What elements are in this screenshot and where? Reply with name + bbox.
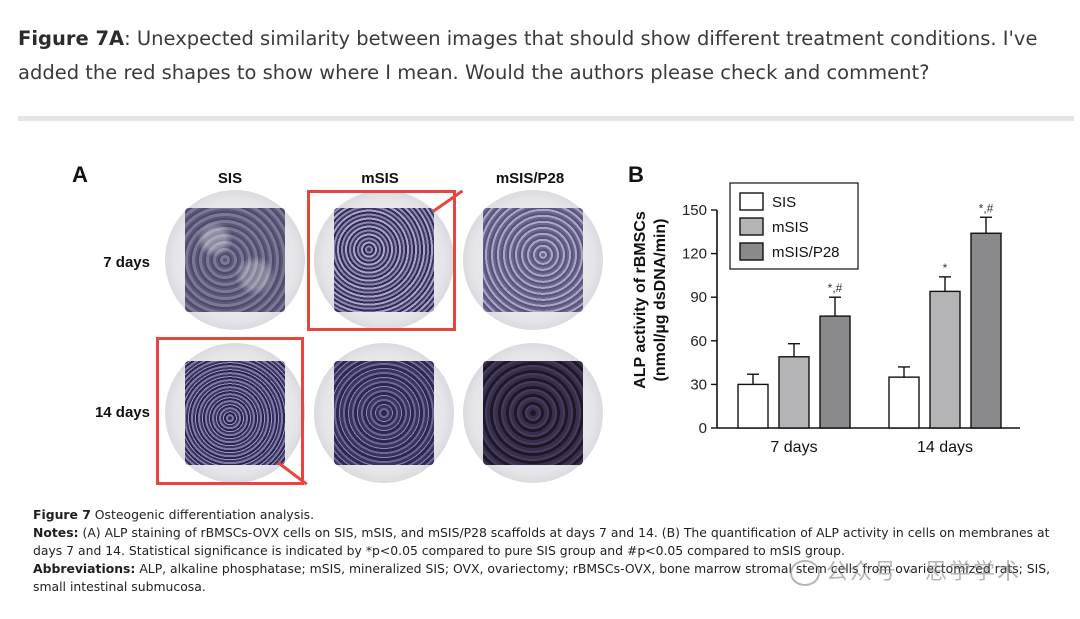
- caption-notes: Notes: (A) ALP staining of rBMSCs-OVX ce…: [33, 524, 1068, 560]
- caption-abbr-text: ALP, alkaline phosphatase; mSIS, mineral…: [33, 561, 1051, 594]
- dish-sis-7d: [165, 190, 305, 330]
- legend-label-0: SIS: [772, 194, 796, 211]
- watermark-text: 公众号 · 思学学术: [826, 560, 1021, 585]
- bar-0-0: [737, 383, 769, 429]
- x-tick-label: 7 days: [770, 439, 817, 456]
- x-tick-label: 14 days: [917, 439, 973, 456]
- y-tick-label: 30: [690, 376, 707, 393]
- col-label-msis-p28: mSIS/P28: [495, 170, 565, 187]
- scaffold-image: [334, 208, 434, 312]
- caption-fig-label: Figure 7: [33, 507, 91, 522]
- dish-msis-p28-14d: [463, 343, 603, 483]
- y-tick-label: 0: [699, 420, 707, 437]
- comment-label: Figure 7A: [18, 27, 125, 50]
- legend-label-1: mSIS: [772, 219, 809, 236]
- figure-caption: Figure 7 Osteogenic differentiation anal…: [33, 506, 1068, 596]
- panel-a-letter: A: [72, 162, 88, 187]
- col-label-sis: SIS: [217, 170, 243, 187]
- watermark: 公众号 · 思学学术: [790, 554, 1021, 586]
- dish-msis-p28-7d: [463, 190, 603, 330]
- caption-abbreviations: Abbreviations: ALP, alkaline phosphatase…: [33, 560, 1068, 596]
- col-label-msis: mSIS: [361, 170, 399, 187]
- red-highlight-box-bottom: [156, 337, 304, 485]
- wechat-icon: [790, 560, 820, 586]
- significance-label: *: [943, 261, 948, 275]
- dish-msis-7d: [314, 190, 454, 330]
- scaffold-image: [185, 208, 285, 312]
- alp-bar-chart: ALP activity of rBMSCs (nmol/µg dsDNA/mi…: [632, 182, 1020, 456]
- caption-abbr-label: Abbreviations:: [33, 561, 136, 576]
- y-axis-label-line1: ALP activity of rBMSCs: [632, 211, 649, 389]
- legend-swatch-2: [739, 242, 764, 261]
- y-tick-label: 120: [682, 246, 707, 263]
- bar-2-0: [819, 315, 851, 429]
- divider: [18, 116, 1074, 121]
- scaffold-image: [483, 361, 583, 465]
- bar-2-1: [970, 232, 1002, 429]
- row-label-14-days: 14 days: [94, 404, 150, 421]
- bar-0-1: [888, 376, 920, 429]
- panel-b-letter: B: [628, 162, 644, 187]
- scaffold-image: [185, 361, 285, 465]
- bar-1-1: [929, 290, 961, 429]
- scaffold-image: [483, 208, 583, 312]
- y-tick-label: 60: [690, 333, 707, 350]
- caption-fig-title: Osteogenic differentiation analysis.: [90, 507, 315, 522]
- y-tick-label: 90: [690, 289, 707, 306]
- y-tick-label: 150: [682, 202, 707, 219]
- dish-msis-14d: [314, 343, 454, 483]
- dish-sis-14d: [165, 343, 305, 483]
- scaffold-image: [334, 361, 434, 465]
- y-axis-label-line2: (nmol/µg dsDNA/min): [652, 219, 669, 382]
- caption-notes-text: (A) ALP staining of rBMSCs-OVX cells on …: [33, 525, 1050, 558]
- caption-notes-label: Notes:: [33, 525, 79, 540]
- comment-text: Figure 7A: Unexpected similarity between…: [18, 22, 1063, 90]
- red-highlight-box-top: [307, 190, 456, 331]
- legend-swatch-1: [739, 217, 764, 236]
- significance-label: *,#: [979, 201, 994, 215]
- significance-label: *,#: [828, 281, 843, 295]
- legend-label-2: mSIS/P28: [772, 244, 840, 261]
- legend-swatch-0: [739, 192, 764, 211]
- row-label-7-days: 7 days: [103, 254, 150, 271]
- bar-1-0: [778, 356, 810, 429]
- comment-body: : Unexpected similarity between images t…: [18, 27, 1038, 84]
- caption-title-line: Figure 7 Osteogenic differentiation anal…: [33, 506, 1068, 524]
